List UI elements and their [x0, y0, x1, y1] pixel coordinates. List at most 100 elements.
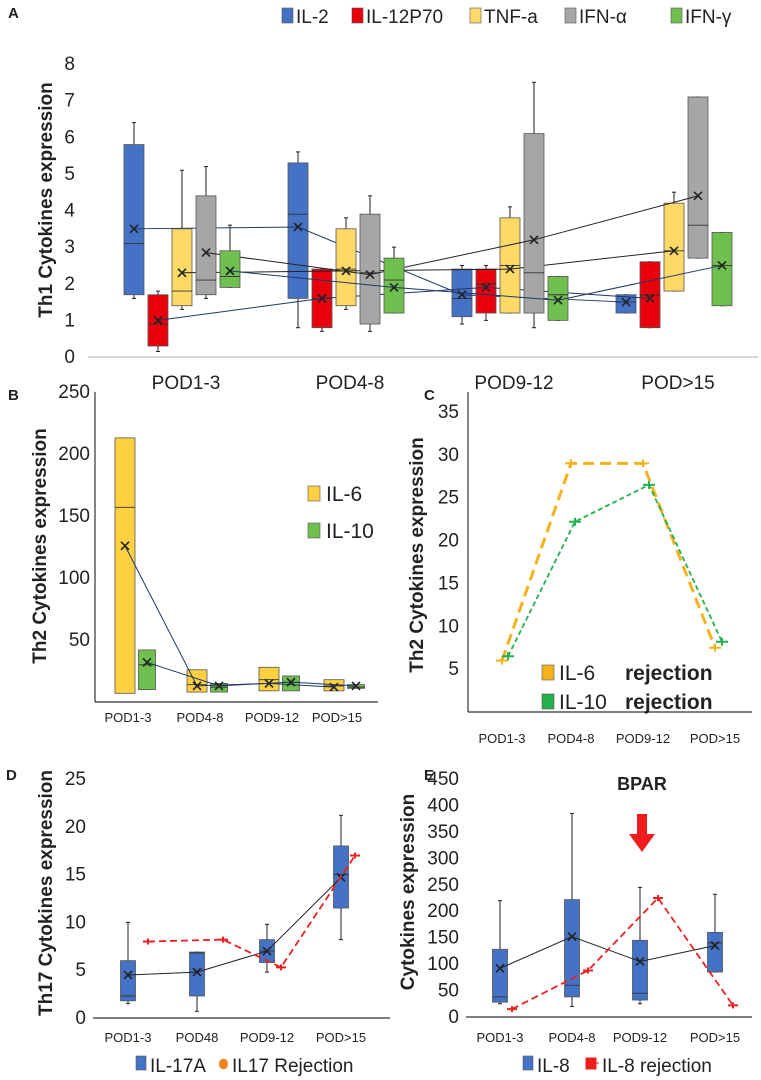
panel-b-il-10-mean-pod4-8: [214, 681, 224, 691]
panel-a-il-2-pod-15-box: [615, 294, 637, 314]
panel-e-il-8-rejection-point-pod-15: [728, 1002, 738, 1009]
panel-a-legend-label-il-2: IL-2: [296, 7, 329, 28]
panel-c-legend: IL-6 rejection IL-10 rejection: [541, 662, 713, 714]
panel-a-tnf-a-mean-pod9-12: [505, 264, 515, 274]
panel-b-x-tick-pod9-12: POD9-12: [245, 710, 299, 725]
panel-c-x-tick-pod4-8: POD4-8: [548, 731, 595, 746]
panel-a-x-tick-pod9-12: POD9-12: [474, 373, 553, 394]
bpar-annotation: BPAR: [617, 774, 667, 794]
panel-e-y-tick-7: 350: [427, 822, 459, 843]
panel-c-il-6-rejection-point-pod4-8: [565, 459, 577, 468]
panel-e-il-8-rejection-point-pod4-8: [583, 967, 593, 974]
panel-b-y-tick-2: 150: [58, 506, 90, 527]
panel-d-y-label: Th17 Cytokines expression: [36, 770, 57, 1016]
panel-b-il-10-pod9-12-box: [282, 675, 300, 692]
panel-e-il-8-pod-15-box: [707, 931, 723, 973]
panel-a-ifn-α-pod1-3-box: [195, 195, 217, 296]
panel-d-y-tick-3: 15: [65, 865, 86, 886]
panel-a-y-label: Th1 Cytokines expression: [36, 82, 57, 317]
panel-a-ifn-γ-pod-15-box: [711, 232, 733, 307]
panel-e-il-8-pod1-3-box: [492, 948, 508, 1003]
panel-b-y-ticks: 50 100 150 200 250: [58, 382, 90, 651]
panel-d-il17-rejection-point-pod1-3: [143, 938, 153, 945]
panel-c-legend-label-il-10: IL-10: [559, 691, 607, 714]
panel-c-il-10-rejection-point-pod-15: [716, 637, 728, 646]
panel-b-legend-label-il-6: IL-6: [326, 483, 362, 506]
panel-a-ifn-α-mean-pod1-3: [201, 248, 211, 258]
panel-e-y-tick-2: 100: [427, 954, 459, 975]
panel-b-x-tick-pod4-8: POD4-8: [177, 710, 224, 725]
panel-c-il-6-rejection-point-pod1-3: [496, 656, 508, 665]
panel-e-y-tick-3: 150: [427, 928, 459, 949]
panel-d-legend-swatch-il-17a: [135, 1055, 147, 1071]
panel-a-ifn-α-mean-pod-15: [693, 191, 703, 201]
panel-d-x-tick-pod48: POD48: [176, 1030, 219, 1045]
panel-b-il-10-pod4-8-box: [210, 683, 228, 693]
panel-d-x-tick-pod1-3: POD1-3: [105, 1030, 152, 1045]
panel-a-il-12p70-mean-pod-15: [645, 293, 655, 303]
panel-letter-e: E: [424, 767, 434, 784]
panel-d-il17-rejection-point-pod48: [218, 936, 228, 943]
panel-a-ifn-γ-mean-pod9-12: [553, 295, 563, 305]
panel-a-y-ticks: 0 1 2 3 4 5 6 7 8: [64, 54, 75, 368]
panel-a-ifn-α-mean-line: [205, 195, 699, 276]
panel-c-x-tick-pod-15: POD>15: [690, 731, 740, 746]
panel-e-il-8-mean-line: [499, 936, 716, 969]
panel-e-il-8-mean-pod4-8: [567, 932, 577, 942]
panel-d-il17-rejection-point-pod9-12: [276, 964, 286, 971]
panel-a-x-tick-pod-15: POD>15: [641, 373, 714, 394]
panel-e-il-8-rejection-point-pod9-12: [653, 895, 663, 901]
panel-b-legend-swatch-il-6: [307, 485, 321, 502]
panel-c-legend-suffix-il-6: rejection: [625, 662, 713, 685]
panel-b-legend-swatch-il-10: [307, 522, 321, 539]
panel-a-il-2-mean-pod1-3: [129, 224, 139, 234]
panel-b-il-10-mean-line: [146, 661, 357, 687]
panel-a-il-2-mean-pod4-8: [293, 222, 303, 232]
panel-b-il-6-pod1-3-box: [114, 437, 136, 694]
panel-e-il-8-rejection-line: [511, 896, 734, 1010]
panel-a-legend-swatch-il-12p70: [351, 7, 364, 24]
panel-c-y-tick-2: 15: [438, 573, 459, 594]
panel-c-il-10-rejection-point-pod9-12: [643, 480, 655, 489]
panel-a-tnf-a-mean-line: [181, 250, 675, 274]
panel-a-tnf-a-pod4-8-box: [335, 228, 357, 307]
panel-a-th1-chart: A IL-2 IL-12P70 TNF-a IFN-α IFN-γ 012345678 …: [8, 5, 758, 394]
panel-a-legend: IL-2 IL-12P70 TNF-a IFN-α IFN-γ: [281, 7, 732, 28]
panel-c-x-tick-pod1-3: POD1-3: [479, 731, 526, 746]
panel-b-y-tick-1: 100: [58, 568, 90, 589]
panel-e-y-tick-4: 200: [427, 901, 459, 922]
panel-b-x-ticks: POD1-3 POD4-8 POD9-12 POD>15: [105, 710, 363, 725]
panel-e-x-tick-pod9-12: POD9-12: [613, 1030, 667, 1045]
panel-c-legend-suffix-il-10: rejection: [625, 691, 713, 714]
panel-d-il17-rejection-point-pod-15: [350, 852, 360, 859]
panel-a-x-tick-pod1-3: POD1-3: [152, 373, 221, 394]
panel-c-y-tick-4: 25: [438, 488, 459, 509]
panel-d-th17-chart: D 0 5 10 15 20 25 POD1-3 POD48 POD9-12 POD>15 Th…: [6, 767, 390, 1077]
panel-d-legend-label-il-17a: IL-17A: [150, 1056, 206, 1077]
panel-a-il-12p70-mean-pod9-12: [481, 282, 491, 292]
panel-d-y-tick-5: 25: [65, 769, 86, 790]
panel-d-il17-rejection-line: [147, 854, 356, 969]
panel-a-legend-label-tnf-a: TNF-a: [484, 7, 538, 28]
panel-d-il-17a-pod48-box: [189, 951, 205, 997]
panel-a-ifn-γ-mean-pod1-3: [225, 266, 235, 276]
panel-e-y-tick-9: 450: [427, 769, 459, 790]
panel-e-y-tick-5: 250: [427, 875, 459, 896]
panel-e-marks: [492, 812, 738, 1013]
panel-b-marks: [114, 437, 365, 694]
panel-a-ifn-α-pod9-12-box: [523, 133, 545, 314]
panel-a-legend-swatch-tnf-a: [469, 7, 482, 24]
panel-d-y-tick-0: 0: [75, 1008, 86, 1029]
panel-c-il-10-rejection-point-pod4-8: [569, 517, 581, 526]
bpar-arrow-icon: [629, 814, 655, 852]
panel-a-ifn-γ-mean-pod-15: [717, 260, 727, 271]
panel-a-x-tick-pod4-8: POD4-8: [316, 373, 385, 394]
panel-a-ifn-γ-pod1-3-box: [219, 250, 241, 288]
panel-b-il-6-pod9-12-box: [258, 666, 280, 692]
panel-b-th2-chart: B 50 100 150 200 250 POD1-3 POD4-8 POD9-12 POD>…: [8, 382, 378, 725]
panel-b-y-tick-3: 200: [58, 444, 90, 465]
panel-c-th2-rejection-chart: C 5 10 15 20 25 30 35 POD1-3 POD4-8 POD9-12 POD>1…: [407, 387, 752, 746]
panel-b-x-tick-pod-15: POD>15: [312, 710, 362, 725]
panel-e-y-tick-0: 0: [448, 1007, 459, 1028]
